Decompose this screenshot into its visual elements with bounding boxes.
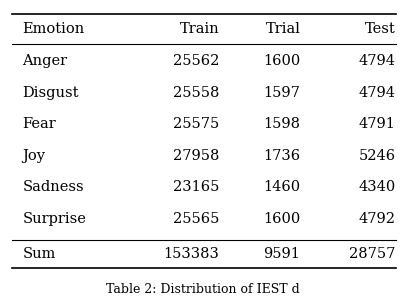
Text: 153383: 153383 (163, 247, 219, 261)
Text: Surprise: Surprise (22, 212, 86, 226)
Text: 25575: 25575 (173, 117, 219, 131)
Text: 25558: 25558 (173, 86, 219, 100)
Text: Table 2: Distribution of IEST d: Table 2: Distribution of IEST d (106, 283, 299, 296)
Text: 4792: 4792 (358, 212, 395, 226)
Text: Fear: Fear (22, 117, 56, 131)
Text: 25562: 25562 (173, 54, 219, 68)
Text: 1597: 1597 (263, 86, 300, 100)
Text: 1598: 1598 (263, 117, 300, 131)
Text: 1460: 1460 (263, 180, 300, 194)
Text: Test: Test (364, 22, 395, 36)
Text: 27958: 27958 (173, 149, 219, 163)
Text: Sadness: Sadness (22, 180, 84, 194)
Text: Disgust: Disgust (22, 86, 79, 100)
Text: 1600: 1600 (262, 54, 300, 68)
Text: Sum: Sum (22, 247, 55, 261)
Text: Emotion: Emotion (22, 22, 84, 36)
Text: 23165: 23165 (173, 180, 219, 194)
Text: 5246: 5246 (358, 149, 395, 163)
Text: Trial: Trial (265, 22, 300, 36)
Text: 9591: 9591 (263, 247, 300, 261)
Text: 25565: 25565 (173, 212, 219, 226)
Text: 4340: 4340 (358, 180, 395, 194)
Text: Anger: Anger (22, 54, 67, 68)
Text: 1736: 1736 (263, 149, 300, 163)
Text: 28757: 28757 (349, 247, 395, 261)
Text: 1600: 1600 (262, 212, 300, 226)
Text: Joy: Joy (22, 149, 45, 163)
Text: 4794: 4794 (358, 86, 395, 100)
Text: 4794: 4794 (358, 54, 395, 68)
Text: 4791: 4791 (358, 117, 395, 131)
Text: Train: Train (179, 22, 219, 36)
